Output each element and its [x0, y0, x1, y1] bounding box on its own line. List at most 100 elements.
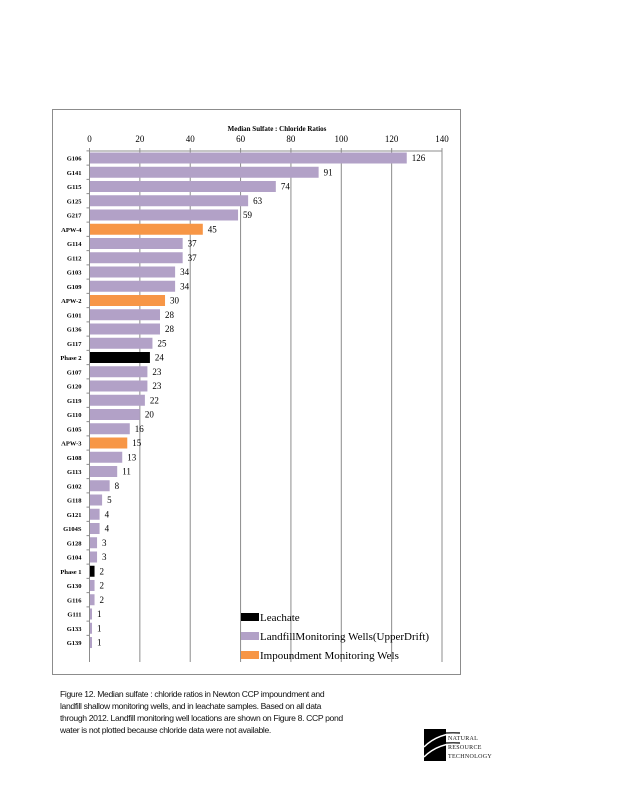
category-label: G104S	[63, 526, 82, 533]
category-label: G139	[67, 640, 83, 647]
data-label: 59	[243, 210, 253, 220]
bar-g105	[90, 423, 130, 435]
bar-g110	[90, 409, 140, 420]
category-label: G128	[67, 540, 83, 547]
bar-g104s	[90, 523, 100, 534]
category-label: G121	[67, 512, 82, 519]
category-label: G125	[67, 198, 83, 205]
bar-g217	[90, 209, 239, 221]
data-label: 74	[281, 182, 291, 192]
x-tick-label: 0	[87, 134, 92, 144]
category-label: G113	[67, 469, 82, 476]
data-label: 30	[170, 296, 180, 306]
category-label: G136	[67, 327, 83, 334]
bar-g125	[90, 195, 249, 207]
data-label: 2	[100, 566, 105, 576]
data-label: 22	[150, 395, 159, 405]
bar-g120	[90, 380, 148, 392]
data-label: 5	[107, 495, 112, 505]
bar-g112	[90, 252, 183, 264]
bar-g114	[90, 238, 183, 249]
category-label: G116	[67, 597, 82, 604]
data-label: 4	[105, 524, 110, 534]
legend-label: Leachate	[260, 612, 300, 624]
category-label: G109	[67, 284, 83, 291]
category-label: G101	[67, 312, 82, 319]
data-label: 91	[324, 167, 333, 177]
bar-g111	[90, 608, 93, 620]
logo-line-2: RESOURCE	[448, 745, 482, 751]
category-label: APW-2	[61, 298, 81, 305]
bar-g102	[90, 480, 110, 492]
data-label: 20	[145, 410, 155, 420]
data-label: 1	[97, 623, 102, 633]
data-label: 1	[97, 638, 102, 648]
category-label: G114	[67, 241, 82, 248]
data-label: 126	[412, 153, 426, 163]
data-label: 34	[180, 281, 190, 291]
category-label: G111	[67, 612, 81, 619]
bar-g101	[90, 309, 160, 321]
data-labels: 1269174635945373734343028282524232322201…	[97, 153, 426, 648]
logo-line-1: NATURAL	[448, 736, 478, 742]
data-label: 11	[122, 467, 131, 477]
category-label: G118	[67, 498, 82, 505]
legend-label: LandfillMonitoring Wells(UpperDrift)	[260, 631, 429, 643]
category-label: G115	[67, 184, 82, 191]
gridlines	[139, 151, 443, 662]
bar-g104	[90, 551, 98, 563]
bar-g117	[90, 337, 153, 349]
data-label: 28	[165, 324, 175, 334]
bar-g133	[90, 622, 93, 634]
chart-frame	[52, 109, 461, 675]
data-label: 13	[127, 452, 137, 462]
data-label: 23	[152, 381, 162, 391]
category-label: G103	[67, 270, 83, 277]
bar-apw-2	[90, 295, 166, 306]
x-tick-label: 120	[385, 134, 399, 144]
bars	[90, 152, 407, 648]
company-logo: NATURAL RESOURCE TECHNOLOGY	[424, 729, 492, 761]
category-label: APW-3	[61, 441, 82, 448]
legend: Leachate LandfillMonitoring Wells(UpperDr…	[241, 612, 429, 662]
data-label: 2	[100, 581, 105, 591]
bar-g141	[90, 166, 319, 178]
category-label: G106	[67, 156, 83, 163]
category-label: G119	[67, 398, 82, 405]
category-label: Phase 2	[60, 355, 81, 362]
data-label: 3	[102, 538, 107, 548]
figure-caption: Figure 12. Median sulfate : chloride rat…	[60, 689, 343, 735]
category-label: Phase 1	[60, 569, 81, 576]
category-label: G141	[67, 170, 82, 177]
data-label: 45	[208, 224, 218, 234]
chart-title: Median Sulfate : Chloride Ratios	[228, 125, 327, 133]
data-label: 37	[188, 253, 198, 263]
legend-label: Impoundment Monitoring Wels	[260, 650, 399, 662]
category-label: APW-4	[61, 227, 82, 234]
data-label: 1	[97, 609, 102, 619]
legend-swatch	[241, 632, 259, 640]
bar-g113	[90, 466, 118, 477]
data-label: 34	[180, 267, 190, 277]
category-label: G108	[67, 455, 83, 462]
category-label: G217	[67, 213, 83, 220]
data-label: 16	[135, 424, 145, 434]
category-label: G120	[67, 384, 82, 391]
data-label: 37	[188, 239, 198, 249]
category-label: G102	[67, 483, 82, 490]
x-tick-label: 100	[335, 134, 349, 144]
bar-phase-2	[90, 352, 150, 363]
bar-g109	[90, 280, 176, 292]
y-axis-labels: G106 G141 G115 G125 G217 APW-4 G114 G112 G103 G10…	[60, 156, 82, 648]
logo-line-3: TECHNOLOGY	[448, 754, 492, 760]
bar-g103	[90, 266, 176, 278]
bar-apw-3	[90, 437, 128, 449]
bar-g116	[90, 594, 95, 606]
category-label: G107	[67, 369, 83, 376]
data-label: 3	[102, 552, 107, 562]
x-axis: 0 20 40 60 80 100 120 140	[86, 134, 449, 662]
category-label: G130	[67, 583, 82, 590]
legend-swatch	[241, 651, 259, 659]
data-label: 15	[132, 438, 142, 448]
category-label: G117	[67, 341, 82, 348]
